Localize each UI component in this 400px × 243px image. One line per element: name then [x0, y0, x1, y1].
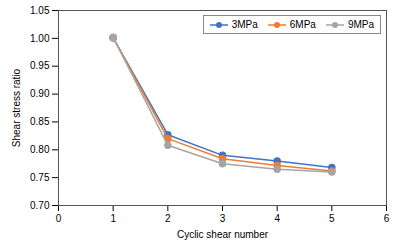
svg-text:1.00: 1.00: [30, 33, 50, 44]
svg-text:Cyclic shear number: Cyclic shear number: [177, 229, 269, 240]
svg-text:1.05: 1.05: [30, 5, 50, 16]
html-text:3MPa: 3MPa: [231, 19, 258, 30]
svg-text:0: 0: [56, 213, 62, 224]
svg-text:5: 5: [329, 213, 335, 224]
html-text:9MPa: 9MPa: [347, 19, 374, 30]
svg-text:0.75: 0.75: [30, 172, 50, 183]
svg-text:Shear stress ratio: Shear stress ratio: [11, 68, 22, 147]
svg-text:0.80: 0.80: [30, 144, 50, 155]
html-text:6MPa: 6MPa: [289, 19, 316, 30]
svg-text:0.90: 0.90: [30, 88, 50, 99]
svg-text:1: 1: [110, 213, 116, 224]
svg-text:0.95: 0.95: [30, 60, 50, 71]
svg-text:0.70: 0.70: [30, 200, 50, 211]
svg-text:3: 3: [220, 213, 226, 224]
svg-text:6: 6: [384, 213, 390, 224]
svg-text:4: 4: [274, 213, 280, 224]
svg-text:0.85: 0.85: [30, 116, 50, 127]
svg-text:2: 2: [165, 213, 171, 224]
